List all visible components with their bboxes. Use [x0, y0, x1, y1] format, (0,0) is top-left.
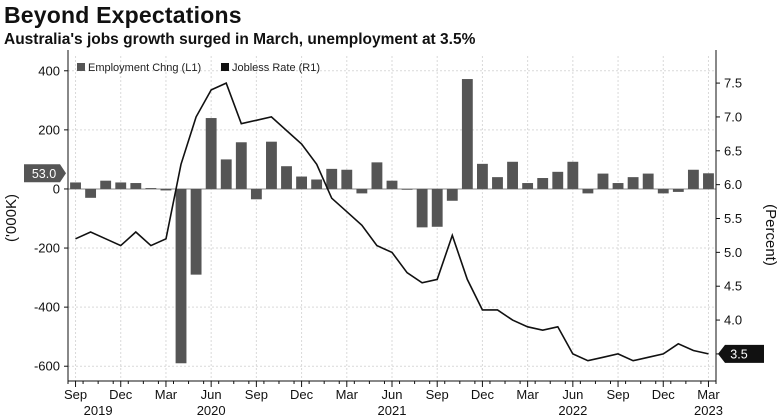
- x-month-label: Jun: [382, 387, 403, 402]
- employment-bar: [552, 171, 564, 189]
- employment-value-badge: [24, 164, 66, 183]
- employment-bar: [567, 161, 579, 189]
- employment-bar: [386, 180, 398, 189]
- left-axis-ticks: 400 200 0 -200 -400 -600: [34, 63, 68, 374]
- employment-bar: [160, 188, 172, 191]
- x-month-label: Sep: [426, 387, 449, 402]
- x-month-label: Jun: [201, 387, 222, 402]
- employment-bar: [522, 183, 534, 189]
- left-tick-label: 400: [38, 63, 60, 78]
- x-month-label: Sep: [606, 387, 629, 402]
- employment-bar: [597, 173, 609, 189]
- right-tick-label: 5.0: [724, 245, 742, 260]
- legend-swatch-jobless-rate: [221, 63, 229, 71]
- employment-bar: [296, 176, 308, 189]
- left-tick-label: -400: [34, 300, 60, 315]
- employment-bar: [311, 179, 323, 189]
- employment-bar: [703, 173, 714, 189]
- legend-label-employment: Employment Chng (L1): [88, 62, 201, 74]
- left-tick-label: -600: [34, 359, 60, 374]
- employment-bar: [507, 161, 518, 189]
- right-tick-label: 6.0: [724, 177, 742, 192]
- employment-bar: [235, 142, 247, 189]
- legend-swatch-employment: [77, 63, 85, 71]
- jobless-rate-value-label: 3.5: [730, 347, 747, 361]
- employment-bar: [672, 188, 684, 192]
- employment-bar: [145, 188, 157, 189]
- legend: Employment Chng (L1) Jobless Rate (R1): [77, 62, 320, 74]
- x-month-label: Dec: [290, 387, 314, 402]
- legend-label-jobless-rate: Jobless Rate (R1): [232, 62, 320, 74]
- x-year-label: 2021: [378, 403, 407, 418]
- employment-bar: [205, 118, 217, 189]
- left-tick-label: -200: [34, 241, 60, 256]
- chart-title: Beyond Expectations: [4, 2, 242, 28]
- employment-bar: [461, 79, 473, 189]
- employment-bar: [431, 188, 443, 227]
- employment-bar: [401, 188, 413, 190]
- right-axis-title: (Percent): [762, 204, 779, 266]
- value-badges: 53.0 3.5: [24, 164, 764, 363]
- chart-subtitle: Australia's jobs growth surged in March,…: [4, 31, 476, 48]
- employment-value-label: 53.0: [32, 167, 56, 181]
- employment-bar: [220, 159, 232, 189]
- employment-bar: [190, 188, 202, 275]
- employment-bar: [371, 162, 383, 189]
- x-month-label: Mar: [336, 387, 359, 402]
- x-year-label: 2020: [197, 403, 226, 418]
- x-month-label: Dec: [109, 387, 133, 402]
- x-month-label: Dec: [471, 387, 495, 402]
- employment-bar: [85, 188, 97, 198]
- employment-bar: [446, 188, 458, 201]
- employment-bar: [100, 180, 112, 189]
- employment-bar: [326, 168, 338, 189]
- right-tick-label: 5.5: [724, 211, 742, 226]
- axes: [67, 50, 717, 382]
- right-tick-label: 4.5: [724, 279, 742, 294]
- x-month-label: Mar: [516, 387, 539, 402]
- employment-bar: [266, 141, 277, 189]
- x-month-label: Mar: [697, 387, 720, 402]
- x-month-label: Sep: [64, 387, 87, 402]
- employment-bar: [130, 183, 142, 189]
- employment-bar: [416, 188, 428, 228]
- employment-bar: [492, 177, 503, 189]
- right-tick-label: 7.5: [724, 76, 742, 91]
- jobless-rate-value-badge: [718, 344, 764, 363]
- right-tick-label: 6.5: [724, 143, 742, 158]
- jobless-rate-line: [75, 82, 709, 362]
- employment-bar: [356, 188, 368, 194]
- left-tick-label: 200: [38, 122, 60, 137]
- x-month-label: Sep: [245, 387, 268, 402]
- x-year-label: 2022: [558, 403, 587, 418]
- employment-bar: [281, 166, 292, 189]
- right-axis-ticks: 7.5 7.0 6.5 6.0 5.5 5.0 4.5 4.0: [716, 76, 742, 355]
- employment-bar: [115, 182, 127, 189]
- x-month-label: Mar: [155, 387, 178, 402]
- employment-bar: [476, 163, 488, 189]
- right-tick-label: 4.0: [724, 313, 742, 328]
- gridlines: [68, 56, 716, 381]
- employment-bars: [70, 79, 714, 364]
- x-axis-ticks: Sep Dec Mar Jun Sep Dec Mar Jun Sep Dec Mar Jun Sep D…: [64, 381, 723, 418]
- employment-bar: [642, 173, 654, 189]
- employment-bar: [612, 183, 624, 189]
- employment-bar: [582, 188, 594, 194]
- employment-bar: [70, 182, 81, 189]
- employment-bar: [250, 188, 262, 200]
- employment-bar: [341, 169, 353, 189]
- x-year-label: 2019: [84, 403, 113, 418]
- left-tick-label: 0: [53, 181, 60, 196]
- employment-bar: [537, 178, 549, 189]
- employment-bar: [627, 177, 639, 189]
- x-month-label: Jun: [562, 387, 583, 402]
- x-year-label: 2023: [694, 403, 723, 418]
- employment-bar: [657, 188, 669, 194]
- employment-bar: [175, 188, 187, 364]
- right-tick-label: 7.0: [724, 109, 742, 124]
- x-month-label: Dec: [652, 387, 676, 402]
- left-axis-title: ('000K): [3, 194, 20, 242]
- employment-bar: [687, 169, 699, 189]
